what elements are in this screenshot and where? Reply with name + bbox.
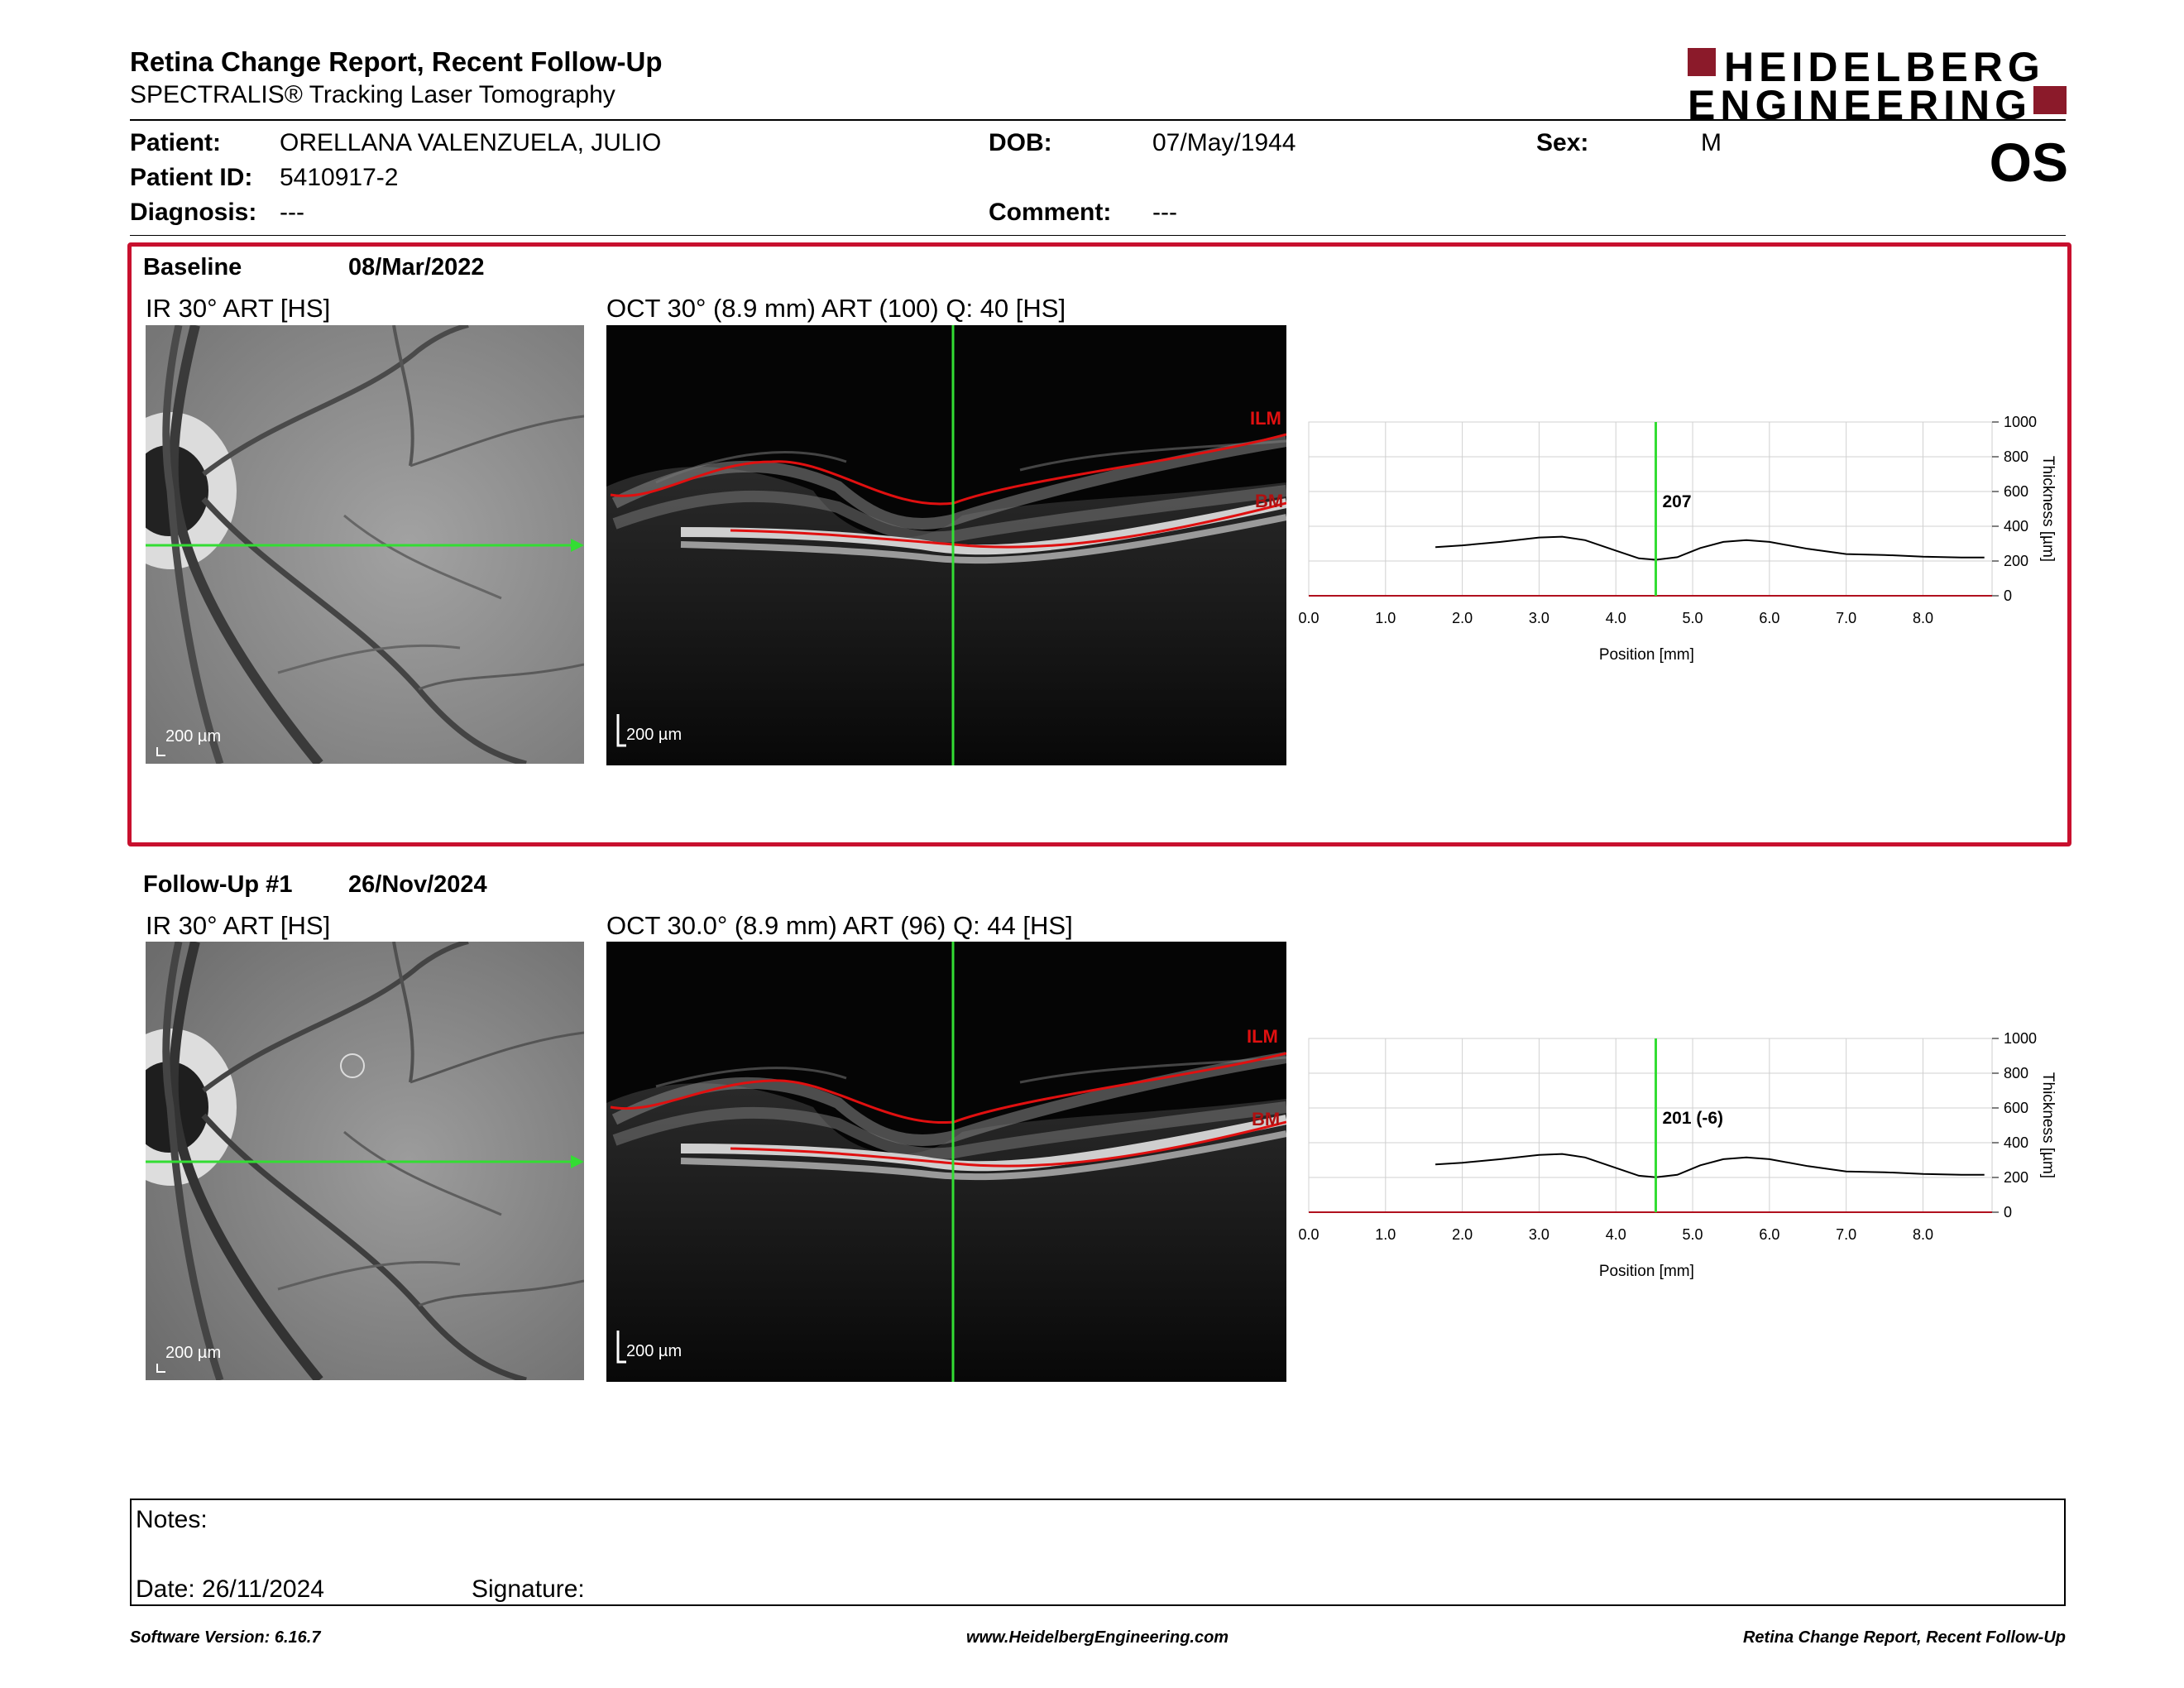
notes-box bbox=[130, 1499, 2066, 1606]
followup-ir-scale: 200 µm bbox=[165, 1344, 222, 1362]
y-tick-label: 800 bbox=[2004, 448, 2028, 465]
y-tick-label: 800 bbox=[2004, 1065, 2028, 1081]
y-tick-label: 200 bbox=[2004, 1169, 2028, 1186]
x-tick-label: 4.0 bbox=[1606, 610, 1626, 626]
report-title: Retina Change Report, Recent Follow-Up bbox=[130, 46, 663, 77]
x-tick-label: 8.0 bbox=[1913, 610, 1933, 626]
x-tick-label: 4.0 bbox=[1606, 1226, 1626, 1243]
thickness-series-line bbox=[1435, 535, 1985, 561]
followup-ir-fundus-image: 200 µm bbox=[146, 942, 584, 1380]
x-axis-label: Position [mm] bbox=[1599, 1263, 1694, 1280]
comment-value: --- bbox=[1152, 199, 1177, 226]
x-tick-label: 2.0 bbox=[1452, 610, 1473, 626]
y-axis-label: Thickness [µm] bbox=[2039, 1072, 2057, 1178]
x-tick-label: 1.0 bbox=[1375, 1226, 1396, 1243]
dob-value: 07/May/1944 bbox=[1152, 129, 1296, 156]
y-tick-label: 400 bbox=[2004, 1134, 2028, 1151]
y-tick-label: 600 bbox=[2004, 1100, 2028, 1116]
patient-id-value: 5410917-2 bbox=[280, 164, 399, 191]
dob-label: DOB: bbox=[989, 129, 1052, 156]
y-tick-label: 0 bbox=[2004, 587, 2012, 604]
baseline-thickness-chart: 0.0 1.0 2.0 3.0 4.0 5.0 6.0 7.0 8.0 0 200 400 600 800… bbox=[1298, 414, 2057, 664]
x-tick-label: 8.0 bbox=[1913, 1226, 1933, 1243]
footer-report-name: Retina Change Report, Recent Follow-Up bbox=[1742, 1628, 2066, 1647]
x-tick-label: 0.0 bbox=[1298, 610, 1319, 626]
report-subtitle: SPECTRALIS® Tracking Laser Tomography bbox=[130, 81, 615, 108]
x-tick-label: 2.0 bbox=[1452, 1226, 1473, 1243]
followup-ir-title: IR 30° ART [HS] bbox=[146, 911, 331, 940]
x-tick-label: 7.0 bbox=[1836, 1226, 1856, 1243]
logo-line2: ENGINEERING bbox=[1688, 82, 2033, 128]
followup-oct-bscan-image: ILM BM 200 µm bbox=[606, 942, 1286, 1382]
x-tick-label: 3.0 bbox=[1529, 1226, 1549, 1243]
followup-bm-label: BM bbox=[1252, 1109, 1281, 1129]
comment-label: Comment: bbox=[989, 199, 1112, 226]
plot-area bbox=[1308, 1038, 1993, 1213]
baseline-section bbox=[127, 242, 2071, 846]
baseline-ilm-label: ILM bbox=[1250, 408, 1281, 429]
patient-label: Patient: bbox=[130, 129, 222, 156]
baseline-ir-title: IR 30° ART [HS] bbox=[146, 294, 331, 323]
marker-value-label: 207 bbox=[1662, 492, 1691, 511]
logo-line1: HEIDELBERG bbox=[1724, 44, 2045, 90]
x-axis-label: Position [mm] bbox=[1599, 646, 1694, 664]
y-tick-label: 1000 bbox=[2004, 414, 2037, 430]
x-tick-label: 3.0 bbox=[1529, 610, 1549, 626]
x-tick-label: 0.0 bbox=[1298, 1226, 1319, 1243]
followup-oct-title: OCT 30.0° (8.9 mm) ART (96) Q: 44 [HS] bbox=[606, 911, 1073, 940]
sex-label: Sex: bbox=[1536, 129, 1589, 156]
plot-area bbox=[1308, 421, 1993, 597]
footer-software-version: Software Version: 6.16.7 bbox=[130, 1628, 321, 1647]
eye-indicator: OS bbox=[1989, 132, 2068, 193]
company-logo: HEIDELBERG ENGINEERING bbox=[1688, 44, 2068, 126]
baseline-ir-fundus-image: 200 µm bbox=[146, 325, 584, 764]
y-axis-label: Thickness [µm] bbox=[2039, 456, 2057, 562]
sex-value: M bbox=[1701, 129, 1722, 156]
x-tick-label: 6.0 bbox=[1759, 1226, 1779, 1243]
x-tick-label: 7.0 bbox=[1836, 610, 1856, 626]
x-tick-label: 5.0 bbox=[1683, 1226, 1703, 1243]
footer-website-link[interactable]: www.HeidelbergEngineering.com bbox=[966, 1628, 1229, 1647]
followup-oct-scale: 200 µm bbox=[626, 1342, 682, 1360]
patient-id-label: Patient ID: bbox=[130, 164, 253, 191]
notes-date: Date: 26/11/2024 bbox=[136, 1575, 324, 1603]
baseline-ir-scale: 200 µm bbox=[165, 727, 222, 746]
baseline-label: Baseline bbox=[143, 254, 242, 281]
diagnosis-label: Diagnosis: bbox=[130, 199, 257, 226]
followup-thickness-chart: 0.0 1.0 2.0 3.0 4.0 5.0 6.0 7.0 8.0 0 200 400 600 800… bbox=[1298, 1030, 2057, 1280]
signature-label: Signature: bbox=[472, 1575, 585, 1603]
marker-value-label: 201 (-6) bbox=[1662, 1109, 1723, 1128]
y-tick-label: 0 bbox=[2004, 1204, 2012, 1220]
baseline-bm-label: BM bbox=[1255, 491, 1284, 511]
baseline-oct-title: OCT 30° (8.9 mm) ART (100) Q: 40 [HS] bbox=[606, 294, 1066, 323]
baseline-oct-bscan-image: ILM BM 200 µm bbox=[606, 325, 1286, 765]
baseline-date: 08/Mar/2022 bbox=[348, 254, 485, 281]
followup-label: Follow-Up #1 bbox=[143, 871, 293, 898]
y-tick-label: 600 bbox=[2004, 483, 2028, 500]
baseline-oct-scale: 200 µm bbox=[626, 726, 682, 744]
followup-date: 26/Nov/2024 bbox=[348, 871, 487, 898]
y-tick-label: 1000 bbox=[2004, 1030, 2037, 1047]
x-tick-label: 6.0 bbox=[1759, 610, 1779, 626]
y-tick-label: 400 bbox=[2004, 518, 2028, 535]
patient-name: ORELLANA VALENZUELA, JULIO bbox=[280, 129, 662, 156]
x-tick-label: 1.0 bbox=[1375, 610, 1396, 626]
thickness-series-line bbox=[1435, 1153, 1985, 1178]
y-tick-label: 200 bbox=[2004, 553, 2028, 569]
x-tick-label: 5.0 bbox=[1683, 610, 1703, 626]
notes-label: Notes: bbox=[136, 1506, 208, 1533]
diagnosis-value: --- bbox=[280, 199, 304, 226]
followup-ilm-label: ILM bbox=[1247, 1026, 1278, 1047]
